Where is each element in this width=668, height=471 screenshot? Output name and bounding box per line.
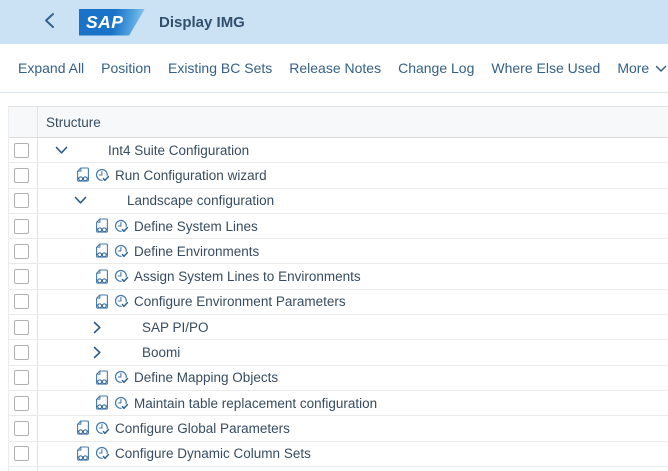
toolbar: Expand All Position Existing BC Sets Releas…	[0, 44, 668, 93]
chevron-right-icon[interactable]	[93, 346, 102, 359]
execute-activity-icon[interactable]	[114, 294, 129, 310]
toolbar-button-existing-bc-sets[interactable]: Existing BC Sets	[167, 60, 273, 76]
documentation-icon[interactable]	[95, 243, 109, 259]
tree-item-label[interactable]: Assign System Lines to Environments	[134, 269, 361, 285]
documentation-icon[interactable]	[76, 167, 90, 183]
tree-row: Configure Environment Parameters	[9, 289, 668, 316]
row-checkbox[interactable]	[14, 319, 29, 335]
execute-activity-icon[interactable]	[114, 269, 129, 284]
row-checkbox[interactable]	[14, 218, 29, 234]
documentation-icon[interactable]	[95, 395, 109, 411]
tree-row: Boomi	[9, 340, 668, 366]
row-select-cell	[9, 138, 38, 163]
row-select-cell	[9, 264, 38, 289]
execute-activity-icon[interactable]	[114, 396, 129, 411]
row-select-cell	[9, 416, 38, 441]
toolbar-items: Expand All Position Existing BC Sets Releas…	[18, 60, 600, 76]
row-select-cell	[9, 289, 38, 315]
row-checkbox[interactable]	[14, 370, 29, 386]
row-select-cell	[9, 315, 38, 340]
tree-item-label[interactable]: Boomi	[142, 345, 181, 361]
execute-activity-icon[interactable]	[114, 370, 129, 386]
row-select-cell	[9, 213, 38, 239]
tree-row: Configure Global Parameters	[9, 416, 668, 442]
row-checkbox[interactable]	[14, 193, 29, 209]
toolbar-button-where-else-used[interactable]: Where Else Used	[491, 60, 601, 76]
tree-row: Define Environments	[9, 239, 668, 265]
structure-column-header: Structure	[46, 114, 101, 130]
row-checkbox[interactable]	[14, 420, 29, 436]
row-select-cell	[9, 163, 38, 188]
chevron-left-icon	[44, 12, 55, 32]
sap-logo: SAP	[79, 8, 145, 36]
row-select-cell	[9, 188, 38, 213]
tree-item-label[interactable]: Define Environments	[134, 243, 260, 259]
execute-activity-icon[interactable]	[114, 219, 129, 234]
row-select-cell	[9, 340, 38, 365]
chevron-right-icon[interactable]	[93, 321, 102, 334]
page-title: Display IMG	[159, 13, 245, 31]
tree-item-label[interactable]: Landscape configuration	[127, 193, 275, 209]
chevron-down-icon	[655, 60, 667, 76]
app-header: SAP Display IMG	[0, 0, 668, 44]
row-checkbox[interactable]	[14, 167, 29, 183]
tree-row: Define System Lines	[9, 213, 668, 240]
row-select-cell	[9, 239, 38, 264]
more-button[interactable]: More	[617, 60, 667, 76]
select-column-header	[9, 107, 38, 137]
row-checkbox[interactable]	[14, 446, 29, 462]
tree-item-label[interactable]: Configure Environment Parameters	[134, 294, 346, 310]
toolbar-button-change-log[interactable]: Change Log	[398, 60, 475, 76]
execute-activity-icon[interactable]	[95, 421, 110, 436]
tree-row: Assign System Lines to Environments	[9, 264, 668, 290]
tree-row-partial	[9, 466, 668, 471]
row-select-cell	[9, 365, 38, 390]
tree-item-label[interactable]: Define System Lines	[134, 218, 258, 234]
tree-item-label[interactable]: Define Mapping Objects	[134, 370, 279, 386]
toolbar-button-position[interactable]: Position	[101, 60, 151, 76]
table-header-row: Structure	[9, 107, 668, 138]
row-select-cell	[9, 390, 38, 416]
documentation-icon[interactable]	[76, 420, 90, 436]
img-structure-table: Structure Int4 Suite Configuration Run C…	[8, 106, 668, 471]
row-checkbox[interactable]	[14, 243, 29, 259]
tree-row: Landscape configuration	[9, 188, 668, 214]
row-select-cell	[9, 466, 38, 471]
more-button-label: More	[617, 60, 650, 76]
documentation-icon[interactable]	[95, 269, 109, 285]
tree-item-label[interactable]: Maintain table replacement configuration	[134, 395, 378, 411]
execute-activity-icon[interactable]	[95, 446, 110, 461]
tree-row: Run Configuration wizard	[9, 163, 668, 189]
documentation-icon[interactable]	[95, 218, 109, 234]
tree-row: Int4 Suite Configuration	[9, 138, 668, 164]
tree-rows: Int4 Suite Configuration Run Configurati…	[9, 138, 668, 471]
tree-item-label[interactable]: Configure Dynamic Column Sets	[115, 446, 311, 462]
documentation-icon[interactable]	[95, 294, 109, 310]
tree-row: SAP PI/PO	[9, 315, 668, 341]
documentation-icon[interactable]	[76, 446, 90, 462]
toolbar-button-expand-all[interactable]: Expand All	[18, 60, 85, 76]
row-checkbox[interactable]	[14, 269, 29, 285]
toolbar-button-release-notes[interactable]: Release Notes	[289, 60, 382, 76]
tree-item-label[interactable]: Int4 Suite Configuration	[108, 142, 250, 158]
row-checkbox[interactable]	[14, 345, 29, 361]
chevron-down-icon[interactable]	[74, 196, 87, 205]
tree-row: Define Mapping Objects	[9, 365, 668, 391]
tree-item-label[interactable]: Configure Global Parameters	[115, 420, 290, 436]
execute-activity-icon[interactable]	[114, 244, 129, 259]
row-select-cell	[9, 441, 38, 466]
tree-item-label[interactable]: SAP PI/PO	[142, 319, 209, 335]
row-checkbox[interactable]	[14, 142, 29, 158]
execute-activity-icon[interactable]	[95, 168, 110, 183]
documentation-icon[interactable]	[95, 370, 109, 386]
tree-row: Configure Dynamic Column Sets	[9, 441, 668, 467]
tree-item-label[interactable]: Run Configuration wizard	[115, 167, 267, 183]
row-checkbox[interactable]	[14, 395, 29, 411]
tree-row: Maintain table replacement configuration	[9, 390, 668, 417]
row-checkbox[interactable]	[14, 294, 29, 310]
chevron-down-icon[interactable]	[55, 146, 68, 155]
back-button[interactable]	[40, 13, 58, 31]
